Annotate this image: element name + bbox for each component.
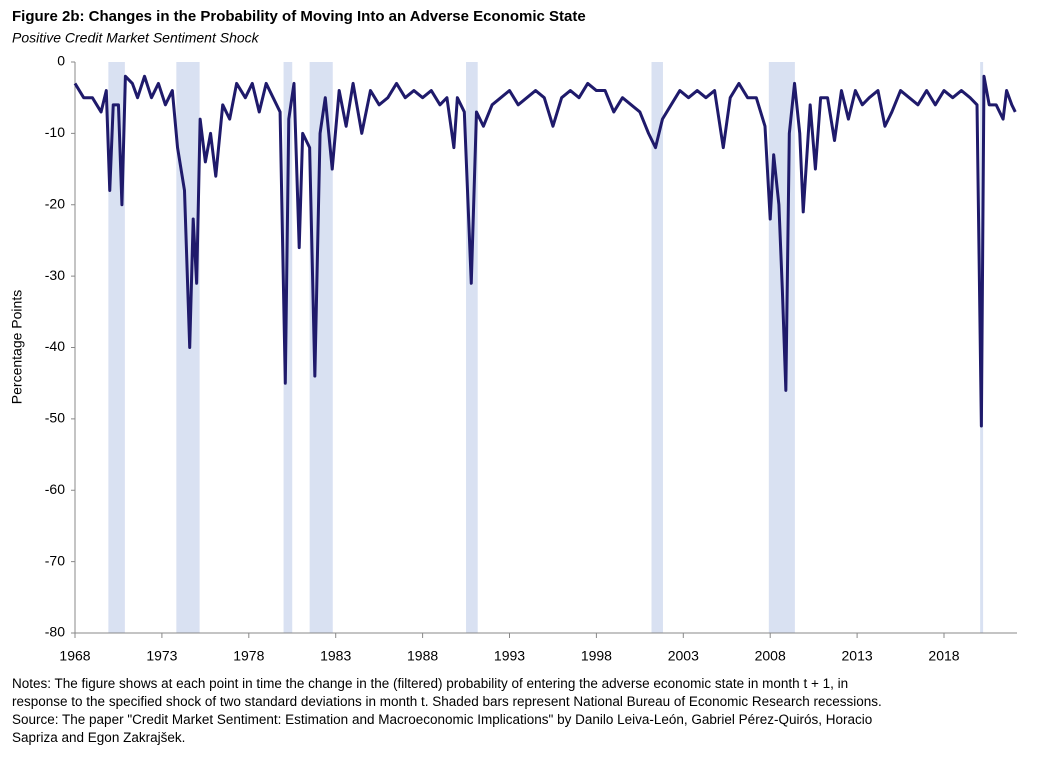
y-tick-label: -80	[45, 624, 65, 640]
recession-bar	[768, 62, 795, 633]
recession-bar	[283, 62, 293, 633]
recession-bar	[651, 62, 663, 633]
x-tick-label: 2013	[842, 648, 873, 664]
x-tick-label: 2008	[755, 648, 786, 664]
note-line: Notes: The figure shows at each point in…	[12, 676, 849, 691]
y-tick-label: -70	[45, 552, 65, 568]
y-axis-label: Percentage Points	[9, 290, 25, 404]
note-line: Sapriza and Egon Zakrajšek.	[12, 730, 186, 745]
y-tick-label: -40	[45, 338, 65, 354]
x-tick-label: 1993	[494, 648, 525, 664]
x-tick-label: 1978	[233, 648, 264, 664]
y-tick-label: -20	[45, 195, 65, 211]
note-line: Source: The paper "Credit Market Sentime…	[12, 712, 873, 727]
x-tick-label: 1968	[59, 648, 90, 664]
recession-bar	[176, 62, 200, 633]
chart-title: Figure 2b: Changes in the Probability of…	[12, 8, 586, 25]
note-line: response to the specified shock of two s…	[12, 694, 882, 709]
notes: Notes: The figure shows at each point in…	[12, 675, 1032, 747]
x-tick-label: 1998	[581, 648, 612, 664]
y-tick-label: -30	[45, 267, 65, 283]
x-tick-label: 2018	[928, 648, 959, 664]
x-tick-label: 1988	[407, 648, 438, 664]
y-tick-label: 0	[57, 53, 65, 69]
data-line	[73, 74, 1017, 428]
recession-bar	[309, 62, 333, 633]
y-tick-label: -50	[45, 410, 65, 426]
y-tick-label: -60	[45, 481, 65, 497]
recession-bar	[466, 62, 478, 633]
x-tick-label: 2003	[668, 648, 699, 664]
chart-subtitle: Positive Credit Market Sentiment Shock	[12, 30, 260, 46]
x-tick-label: 1983	[320, 648, 351, 664]
y-tick-label: -10	[45, 124, 65, 140]
x-tick-label: 1973	[146, 648, 177, 664]
